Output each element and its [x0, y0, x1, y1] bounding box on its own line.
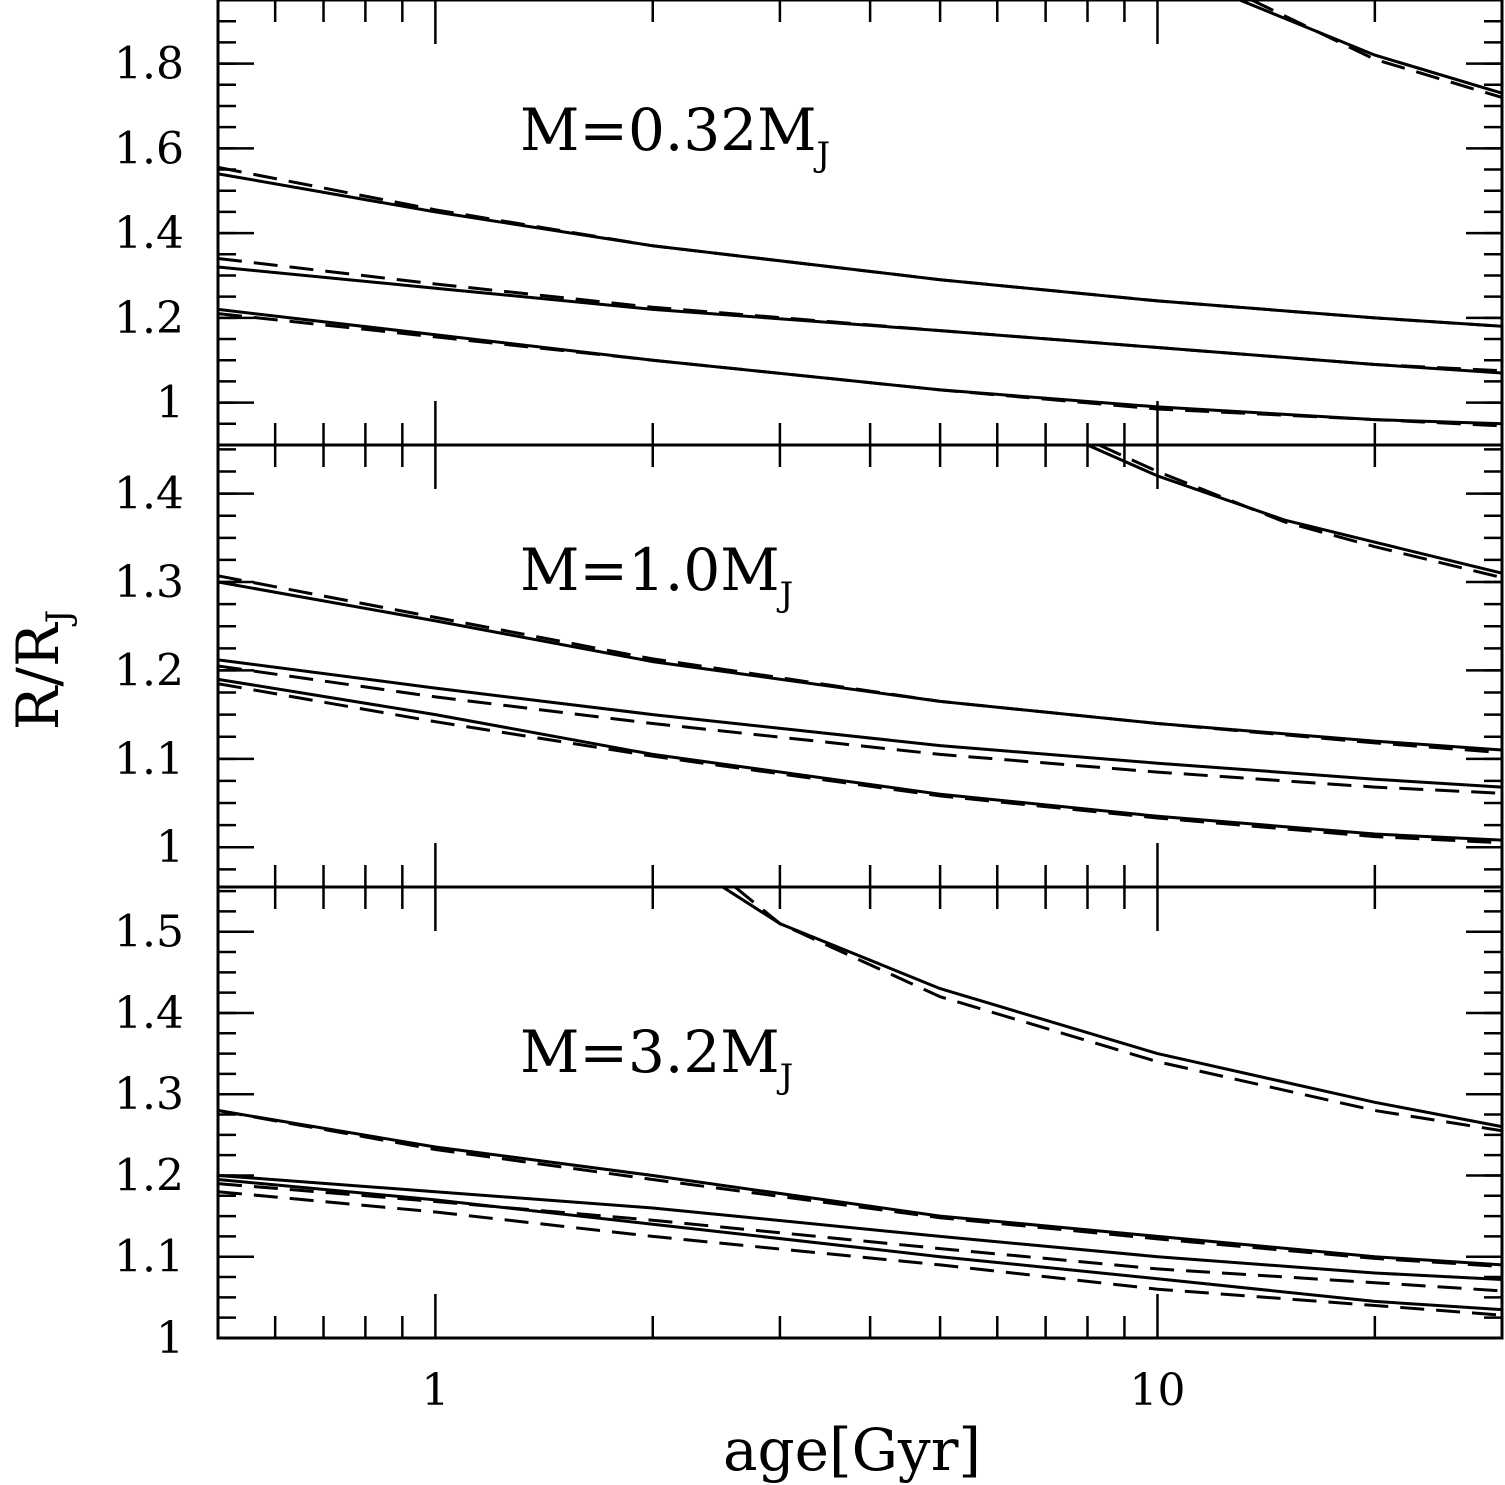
series-line-solid-5 — [218, 1174, 1502, 1281]
series-line-solid-7 — [1086, 445, 1502, 575]
series-line-dashed-4 — [218, 664, 1502, 795]
series-line-dashed-2 — [218, 574, 1502, 755]
panel-label-main: M=1.0M — [520, 536, 780, 604]
y-tick-label: 1.2 — [114, 1150, 184, 1201]
panel-frame — [216, 885, 1504, 1340]
series-line-solid-5 — [218, 677, 1502, 842]
panel-label-main: M=3.2M — [520, 1018, 780, 1086]
y-tick-label: 1.4 — [114, 469, 184, 520]
y-tick-label: 1.3 — [114, 1069, 184, 1120]
series-line-solid-1 — [218, 172, 1502, 328]
y-tick-label: 1.4 — [114, 208, 184, 259]
panel-frame — [216, 443, 1504, 889]
y-tick-label: 1.2 — [114, 645, 184, 696]
series-line-dashed-8 — [1250, 0, 1502, 99]
panels-group: 11.21.41.61.8M=0.32MJ11.11.21.31.4M=1.0M… — [114, 0, 1504, 1416]
series-line-dashed-6 — [218, 1182, 1502, 1293]
series-line-dashed-4 — [218, 257, 1502, 373]
panel-label-sub: J — [814, 135, 831, 175]
series-line-dashed-4 — [218, 1109, 1502, 1268]
y-tick-label: 1.1 — [114, 1232, 184, 1283]
series-line-solid-3 — [218, 1109, 1502, 1267]
panel-label: M=1.0MJ — [520, 536, 793, 615]
series-line-dashed-8 — [1098, 445, 1502, 580]
series-line-dashed-8 — [218, 1190, 1502, 1317]
y-axis-label-sub: J — [39, 610, 79, 627]
series-line-solid-1 — [218, 580, 1502, 752]
x-axis-label: age[Gyr] — [723, 1416, 981, 1484]
series-line-dashed-2 — [734, 887, 1502, 1133]
y-tick-label: 1.6 — [114, 123, 184, 174]
series-line-solid-7 — [1239, 0, 1502, 95]
y-tick-label: 1.1 — [114, 734, 184, 785]
y-tick-label: 1 — [156, 378, 184, 429]
series-line-solid-7 — [218, 1178, 1502, 1312]
panel-1: 1 1.2 1.4 1.6 1.8 M=0.32MJ — [114, 0, 1504, 447]
series-line-dashed-2 — [218, 165, 1502, 328]
series-line-solid-3 — [218, 265, 1502, 375]
y-tick-label: 1 — [156, 822, 184, 873]
y-tick-label: 1.3 — [114, 557, 184, 608]
y-tick-label: 1 — [156, 1313, 184, 1364]
y-axis-label: R/RJ — [4, 610, 79, 731]
y-tick-label: 1.4 — [114, 988, 184, 1039]
panel-label: M=3.2MJ — [520, 1018, 793, 1097]
y-tick-label: 1.5 — [114, 907, 184, 958]
x-tick-label: 1 — [421, 1365, 449, 1416]
series-line-solid-3 — [218, 658, 1502, 789]
y-axis-label-main: R/R — [4, 621, 72, 730]
panel-2: 1 1.1 1.2 1.3 1.4 M=1.0MJ — [114, 443, 1504, 889]
series-line-solid-5 — [218, 307, 1502, 426]
series-line-dashed-6 — [218, 312, 1502, 428]
panel-label-sub: J — [777, 1057, 794, 1097]
series-line-solid-1 — [721, 887, 1502, 1129]
panel-3: 1 1.1 1.2 1.3 1.4 1.5 M=3.2MJ — [114, 885, 1504, 1364]
panel-label-sub: J — [777, 575, 794, 615]
panel-label: M=0.32MJ — [520, 96, 830, 175]
panel-frame — [216, 0, 1504, 447]
panel-label-main: M=0.32M — [520, 96, 817, 164]
y-tick-label: 1.2 — [114, 293, 184, 344]
y-tick-label: 1.8 — [114, 39, 184, 90]
x-tick-label: 10 — [1129, 1365, 1185, 1416]
series-line-dashed-6 — [218, 682, 1502, 845]
